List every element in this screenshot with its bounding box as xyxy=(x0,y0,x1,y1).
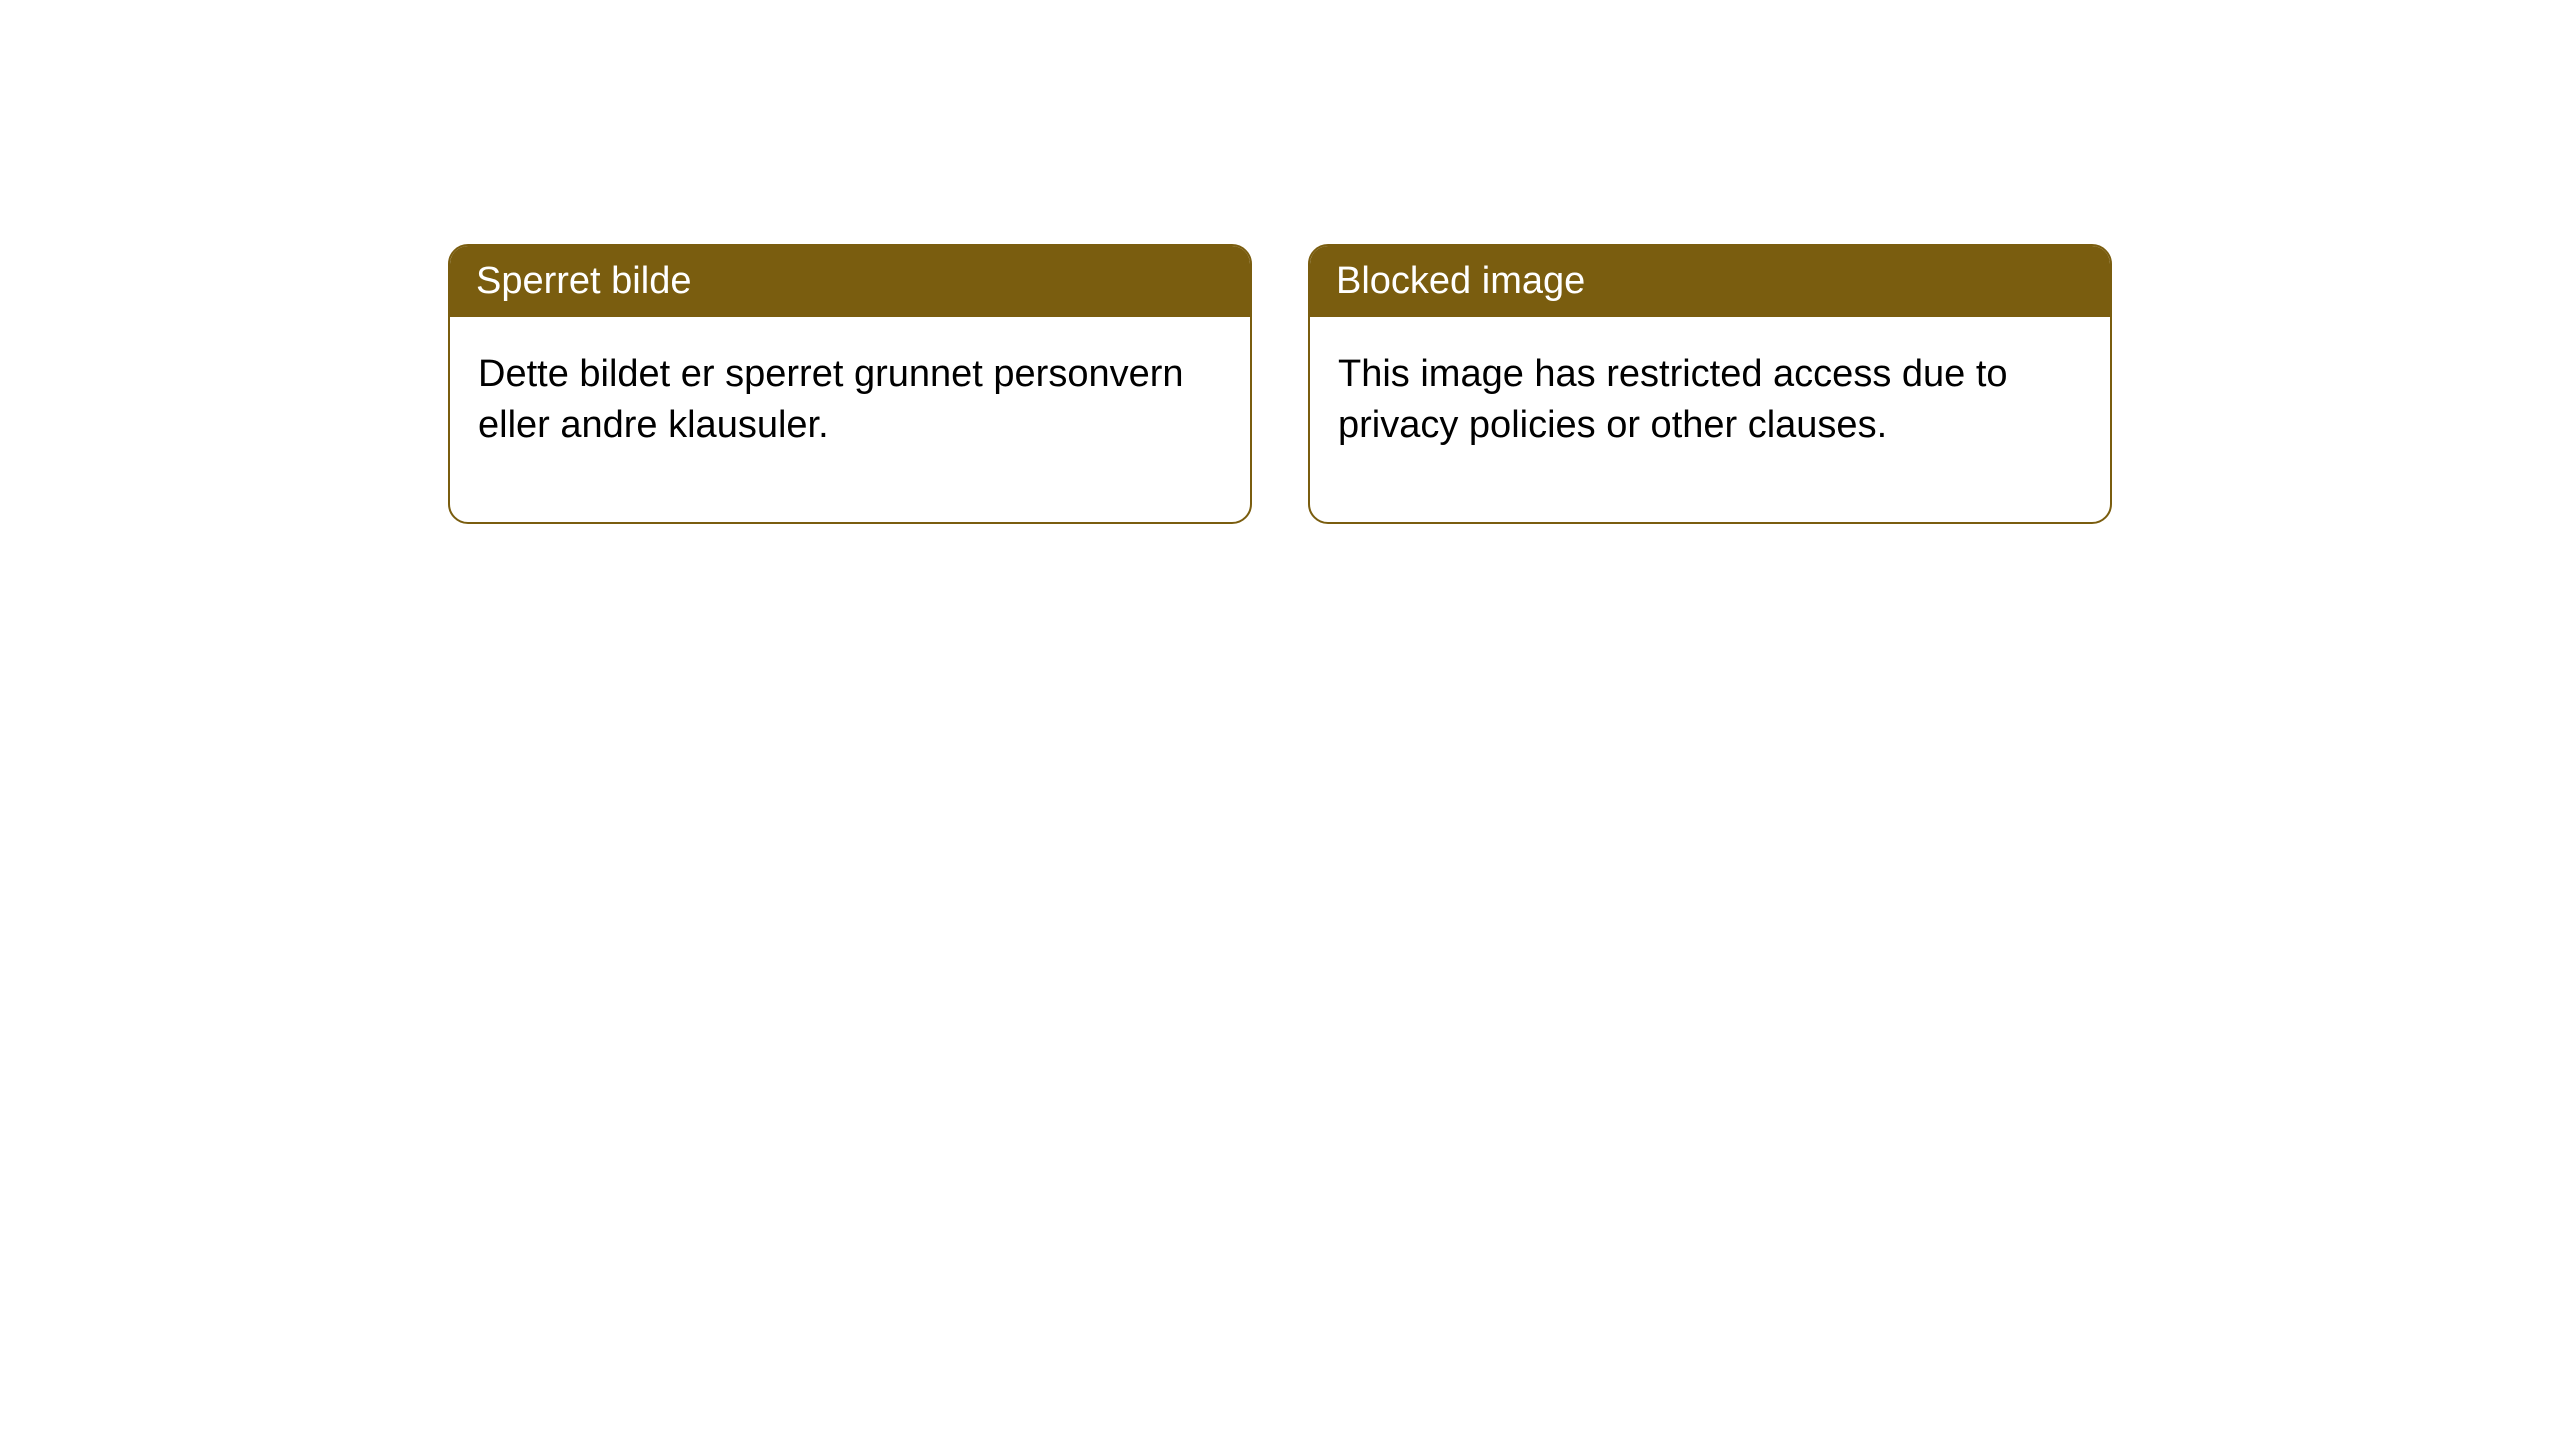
card-title-no: Sperret bilde xyxy=(450,246,1250,317)
blocked-image-card-en: Blocked image This image has restricted … xyxy=(1308,244,2112,524)
card-body-en: This image has restricted access due to … xyxy=(1310,317,2110,522)
card-body-no: Dette bildet er sperret grunnet personve… xyxy=(450,317,1250,522)
blocked-image-card-no: Sperret bilde Dette bildet er sperret gr… xyxy=(448,244,1252,524)
card-title-en: Blocked image xyxy=(1310,246,2110,317)
cards-container: Sperret bilde Dette bildet er sperret gr… xyxy=(0,0,2560,524)
